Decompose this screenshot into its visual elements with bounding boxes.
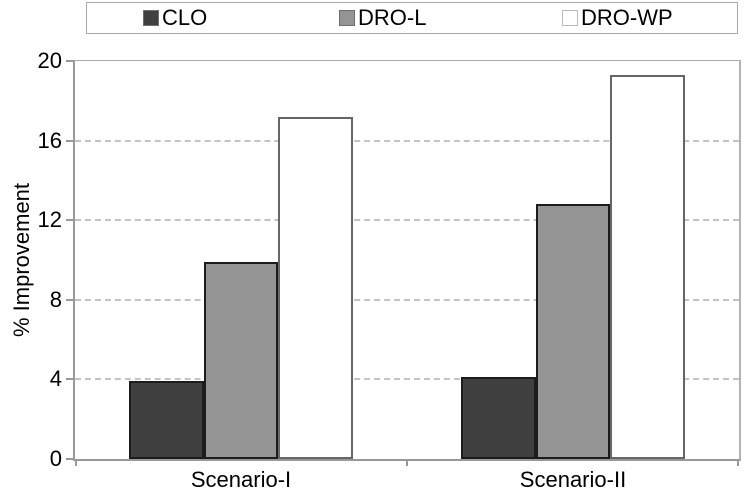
y-tick-16 (66, 139, 73, 142)
y-tick-label-4: 4 (49, 366, 62, 392)
legend: CLO DRO-L DRO-WP (86, 2, 738, 34)
y-tick-label-16: 16 (37, 127, 62, 153)
y-axis-title: % Improvement (9, 182, 34, 338)
y-tick-label-8: 8 (49, 286, 62, 312)
plot-area (66, 60, 741, 466)
y-tick-8 (66, 298, 73, 301)
x-tick-0 (75, 461, 77, 466)
y-tick-0 (66, 458, 73, 460)
y-tick-20 (66, 60, 73, 62)
bar-scenario-i-dro-wp (278, 116, 353, 459)
bar-scenario-ii-clo (461, 377, 536, 459)
legend-label-clo: CLO (162, 5, 208, 30)
y-tick-label-12: 12 (37, 207, 62, 233)
legend-swatch-clo (143, 10, 159, 26)
gridline-12 (75, 219, 739, 222)
legend-label-dro-wp: DRO-WP (581, 5, 673, 30)
legend-entry-clo: CLO (143, 3, 207, 33)
gridline-16 (75, 139, 739, 142)
x-tick-2 (737, 461, 739, 466)
x-category-label-scenario-i: Scenario-I (190, 467, 292, 492)
legend-swatch-dro-wp (562, 10, 578, 26)
bar-scenario-i-dro-l (203, 262, 279, 459)
bar-scenario-ii-dro-l (535, 204, 611, 459)
y-tick-12 (66, 219, 73, 222)
legend-entry-dro-wp: DRO-WP (562, 3, 673, 33)
bar-scenario-ii-dro-wp (610, 74, 685, 459)
gridline-8 (75, 298, 739, 301)
legend-entry-dro-l: DRO-L (339, 3, 426, 33)
x-tick-1 (406, 461, 408, 466)
bar-scenario-i-clo (129, 381, 204, 459)
gridline-4 (75, 378, 739, 381)
y-tick-label-20: 20 (37, 48, 62, 73)
y-tick-label-0: 0 (49, 446, 62, 471)
x-category-label-scenario-ii: Scenario-II (519, 467, 627, 492)
legend-label-dro-l: DRO-L (358, 5, 427, 30)
y-tick-4 (66, 378, 73, 381)
legend-swatch-dro-l (339, 10, 355, 26)
